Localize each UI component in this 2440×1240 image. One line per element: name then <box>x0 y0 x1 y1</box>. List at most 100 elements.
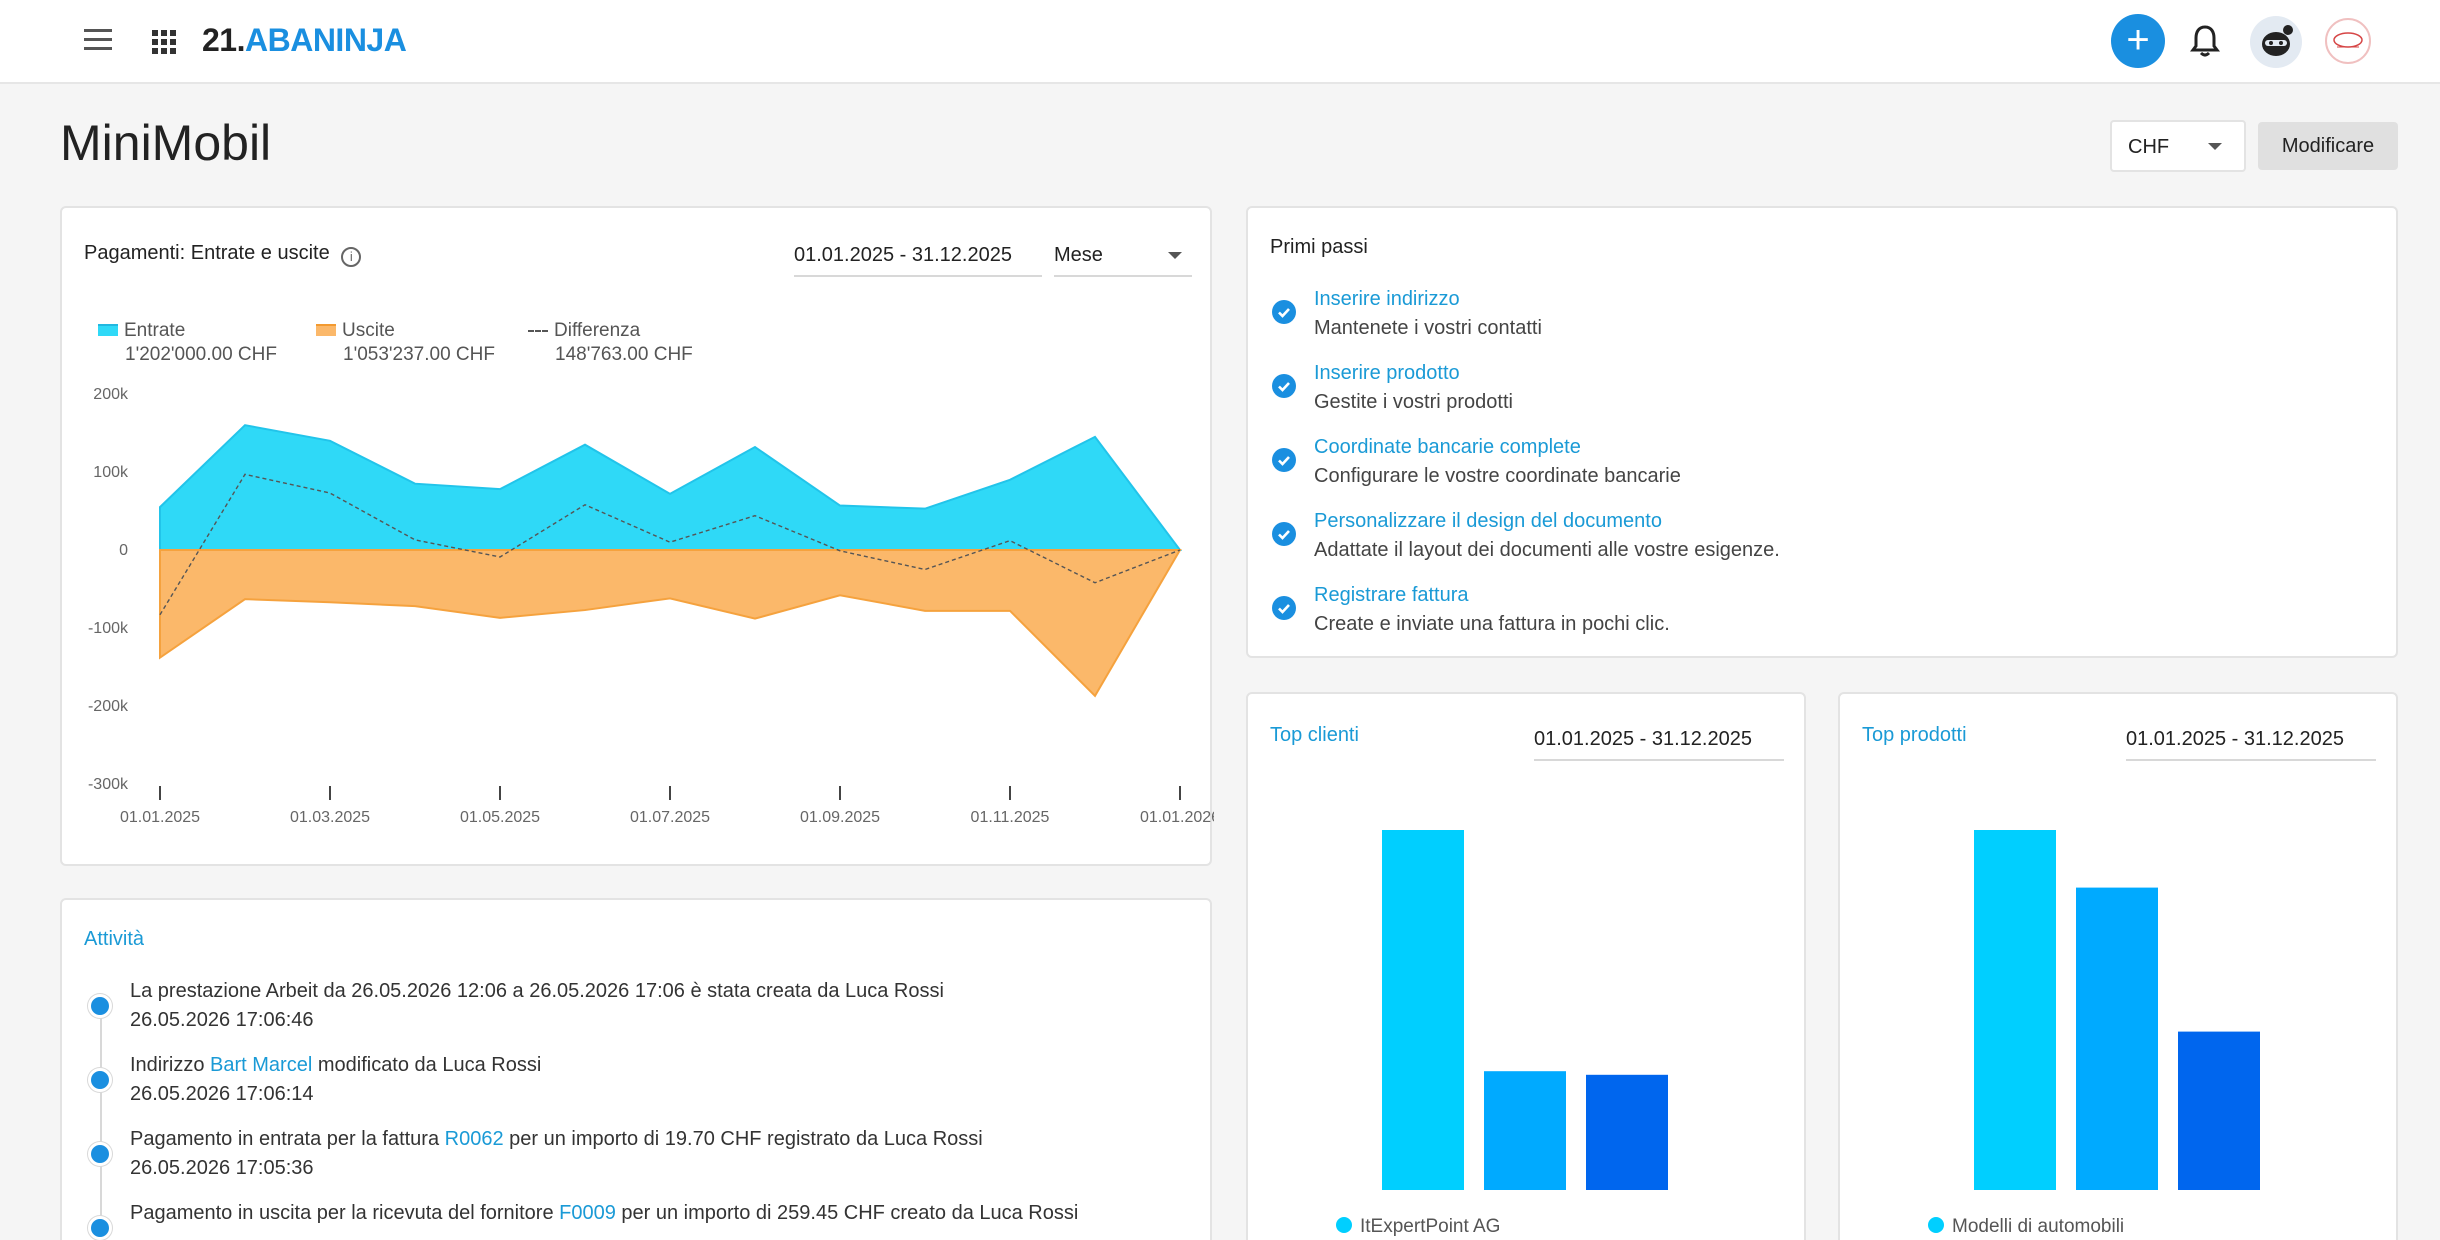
currency-value: CHF <box>2128 136 2170 158</box>
legend-label: Modelli di automobili <box>1952 1216 2125 1237</box>
activity-text-before: Pagamento in uscita per la ricevuta del … <box>130 1202 560 1224</box>
top-products-bar-chart <box>1974 830 2260 1190</box>
bar[interactable] <box>1382 830 1464 1190</box>
chevron-down-icon <box>2208 143 2222 150</box>
currency-select[interactable]: CHF <box>2110 120 2246 172</box>
x-tick-label: 01.01.2025 <box>120 809 200 826</box>
app-logo[interactable]: 21.ABANINJA <box>202 22 407 59</box>
legend-dot <box>1928 1217 1944 1233</box>
legend-name: Uscite <box>342 320 395 341</box>
info-icon[interactable]: i <box>341 247 362 267</box>
period-value: Mese <box>1054 244 1103 266</box>
first-step-description: Configurare le vostre coordinate bancari… <box>1314 465 1681 487</box>
activity-text: Pagamento in entrata per la fattura R006… <box>130 1128 983 1151</box>
first-step-description: Mantenete i vostri contatti <box>1314 317 1542 339</box>
first-step-item: Registrare fattura Create e inviate una f… <box>1272 584 2272 644</box>
x-tick-label: 01.07.2025 <box>630 809 710 826</box>
activity-text-after: per un importo di 19.70 CHF registrato d… <box>503 1128 983 1150</box>
activity-link[interactable]: Bart Marcel <box>210 1054 313 1076</box>
legend-amount: 1'053'237.00 CHF <box>343 344 495 365</box>
legend-swatch <box>528 329 548 332</box>
activity-timestamp: 26.05.2026 17:06:14 <box>130 1083 314 1105</box>
legend-name: Differenza <box>554 320 641 341</box>
bar[interactable] <box>2178 1031 2260 1190</box>
legend-swatch <box>316 324 336 336</box>
bar[interactable] <box>1586 1074 1668 1190</box>
top-clients-card: Top clienti 01.01.2025 - 31.12.2025 ItEx… <box>1246 692 1806 1240</box>
legend-item-entrate[interactable]: Entrate 1'202'000.00 CHF <box>98 320 277 366</box>
payments-title-text: Pagamenti: Entrate e uscite <box>84 242 330 264</box>
activity-timestamp: 26.05.2026 17:06:46 <box>130 1009 314 1031</box>
x-tick-label: 01.05.2025 <box>460 809 540 826</box>
activity-title[interactable]: Attività <box>84 928 145 950</box>
chevron-down-icon <box>1168 252 1182 259</box>
bar[interactable] <box>1974 830 2056 1190</box>
company-logo-avatar[interactable] <box>2325 18 2371 64</box>
payments-date-range[interactable]: 01.01.2025 - 31.12.2025 <box>794 244 1042 277</box>
activity-item: La prestazione Arbeit da 26.05.2026 12:0… <box>88 980 1188 1042</box>
top-products-legend-item[interactable]: Modelli di automobili <box>1928 1216 2124 1238</box>
first-steps-title: Primi passi <box>1270 236 1368 258</box>
y-tick-label: -200k <box>88 698 129 715</box>
legend-label: ItExpertPoint AG <box>1360 1216 1501 1237</box>
timeline-dot <box>88 1142 112 1166</box>
edit-button[interactable]: Modificare <box>2258 122 2398 170</box>
activity-text: Indirizzo Bart Marcel modificato da Luca… <box>130 1054 541 1077</box>
legend-name: Entrate <box>124 320 186 341</box>
top-products-title[interactable]: Top prodotti <box>1862 724 1967 746</box>
first-step-link[interactable]: Registrare fattura <box>1314 584 1469 606</box>
check-circle-icon <box>1272 300 1296 324</box>
activity-card: Attività La prestazione Arbeit da 26.05.… <box>60 898 1212 1240</box>
ninja-avatar[interactable] <box>2250 16 2302 68</box>
legend-dot <box>1336 1217 1352 1233</box>
bar[interactable] <box>2076 887 2158 1190</box>
activity-text-before: Pagamento in entrata per la fattura <box>130 1128 445 1150</box>
payments-card: Pagamenti: Entrate e uscite i 01.01.2025… <box>60 206 1214 866</box>
legend-swatch <box>98 324 118 336</box>
timeline-dot <box>88 994 112 1018</box>
menu-icon[interactable] <box>84 29 112 51</box>
payments-area-chart: 200k 100k 0 -100k -200k -300k 01.01.2025 01.03.… <box>88 386 1214 826</box>
logo-name: ABANINJA <box>244 22 407 58</box>
first-step-link[interactable]: Inserire indirizzo <box>1314 288 1460 310</box>
first-step-item: Inserire indirizzo Mantenete i vostri con… <box>1272 288 2272 348</box>
activity-item: Pagamento in entrata per la fattura R006… <box>88 1128 1188 1190</box>
add-button[interactable]: + <box>2111 14 2165 68</box>
check-circle-icon <box>1272 448 1296 472</box>
legend-item-uscite[interactable]: Uscite 1'053'237.00 CHF <box>316 320 495 366</box>
top-clients-legend-item[interactable]: ItExpertPoint AG <box>1336 1216 1500 1238</box>
top-products-card: Top prodotti 01.01.2025 - 31.12.2025 Mod… <box>1838 692 2398 1240</box>
activity-text: Pagamento in uscita per la ricevuta del … <box>130 1202 1078 1225</box>
first-step-link[interactable]: Personalizzare il design del documento <box>1314 510 1662 532</box>
first-step-description: Gestite i vostri prodotti <box>1314 391 1513 413</box>
first-step-description: Adattate il layout dei documenti alle vo… <box>1314 539 1780 561</box>
activity-text: La prestazione Arbeit da 26.05.2026 12:0… <box>130 980 944 1003</box>
activity-link[interactable]: F0009 <box>559 1202 616 1224</box>
legend-item-differenza[interactable]: Differenza 148'763.00 CHF <box>528 320 693 366</box>
top-clients-date-range[interactable]: 01.01.2025 - 31.12.2025 <box>1534 728 1784 761</box>
x-tick-label: 01.01.2026 <box>1140 809 1214 826</box>
apps-grid-icon[interactable] <box>152 30 176 54</box>
activity-timestamp: 26.05.2026 17:05:36 <box>130 1157 314 1179</box>
top-clients-title[interactable]: Top clienti <box>1270 724 1359 746</box>
legend-amount: 148'763.00 CHF <box>555 344 693 365</box>
y-tick-label: 100k <box>93 464 129 481</box>
bell-icon[interactable] <box>2190 24 2220 58</box>
first-step-item: Personalizzare il design del documento Ad… <box>1272 510 2272 570</box>
bar[interactable] <box>1484 1071 1566 1190</box>
y-tick-label: -100k <box>88 620 129 637</box>
activity-item: Indirizzo Bart Marcel modificato da Luca… <box>88 1054 1188 1116</box>
activity-link[interactable]: R0062 <box>444 1128 504 1150</box>
check-circle-icon <box>1272 596 1296 620</box>
top-products-date-range[interactable]: 01.01.2025 - 31.12.2025 <box>2126 728 2376 761</box>
first-step-link[interactable]: Coordinate bancarie complete <box>1314 436 1581 458</box>
period-select[interactable]: Mese <box>1054 244 1192 277</box>
payments-title: Pagamenti: Entrate e uscite i <box>84 242 362 267</box>
page-title: MiniMobil <box>60 115 272 171</box>
legend-amount: 1'202'000.00 CHF <box>125 344 277 365</box>
check-circle-icon <box>1272 522 1296 546</box>
y-tick-label: 0 <box>119 542 128 559</box>
series-area-uscite <box>159 549 1182 698</box>
series-area-entrate <box>159 424 1183 551</box>
first-step-link[interactable]: Inserire prodotto <box>1314 362 1460 384</box>
